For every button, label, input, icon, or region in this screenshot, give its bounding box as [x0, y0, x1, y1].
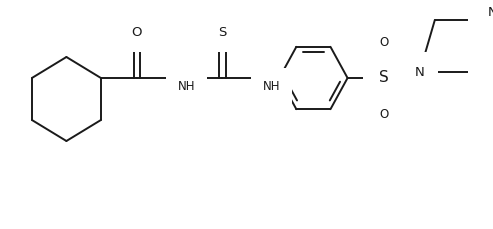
Text: O: O — [379, 107, 388, 120]
Text: N: N — [488, 5, 493, 19]
Text: NH: NH — [177, 79, 195, 93]
Text: O: O — [132, 25, 142, 38]
Text: S: S — [379, 71, 388, 85]
Text: S: S — [218, 25, 226, 38]
Text: N: N — [415, 65, 424, 79]
Text: O: O — [379, 35, 388, 49]
Text: NH: NH — [263, 79, 281, 93]
